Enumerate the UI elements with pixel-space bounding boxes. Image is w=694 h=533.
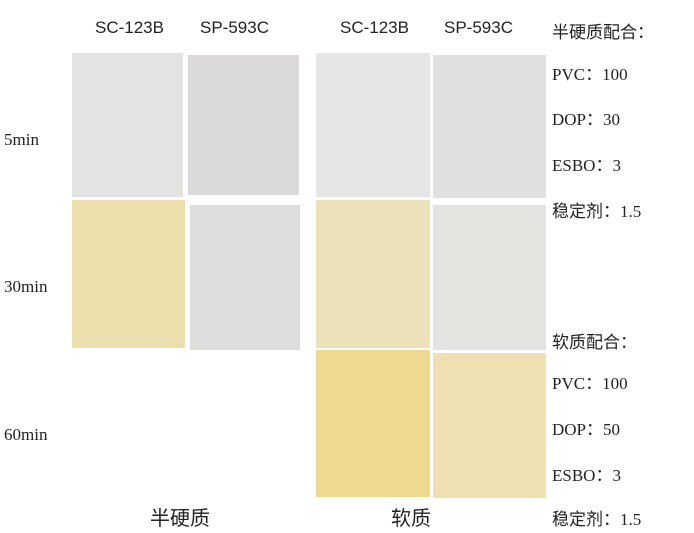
column-header: SC-123B	[95, 18, 164, 37]
group-label: 半硬质	[150, 508, 210, 530]
swatch	[316, 350, 430, 497]
row-label: 60min	[4, 425, 48, 444]
row-label: 5min	[4, 130, 39, 149]
swatch	[433, 205, 546, 350]
recipe-line: DOP：30	[552, 110, 621, 129]
swatch	[433, 55, 546, 198]
row-label: 30min	[4, 277, 48, 296]
recipe-title: 软质配合：	[552, 333, 637, 352]
swatch	[316, 53, 430, 197]
swatch	[72, 200, 185, 348]
swatch	[72, 53, 183, 197]
column-header: SP-593C	[200, 18, 269, 37]
swatch	[316, 200, 430, 348]
recipe-line: ESBO：3	[552, 156, 621, 175]
swatch	[188, 55, 299, 195]
column-header: SC-123B	[340, 18, 409, 37]
recipe-line: 稳定剂：1.5	[552, 202, 642, 221]
swatch	[190, 205, 300, 350]
swatch	[433, 353, 546, 498]
recipe-line: ESBO：3	[552, 466, 621, 485]
recipe-line: 稳定剂：1.5	[552, 510, 642, 529]
recipe-line: PVC：100	[552, 65, 628, 84]
recipe-title: 半硬质配合：	[552, 23, 654, 42]
group-label: 软质	[391, 508, 431, 530]
recipe-line: PVC：100	[552, 374, 628, 393]
column-header: SP-593C	[444, 18, 513, 37]
recipe-line: DOP：50	[552, 420, 621, 439]
